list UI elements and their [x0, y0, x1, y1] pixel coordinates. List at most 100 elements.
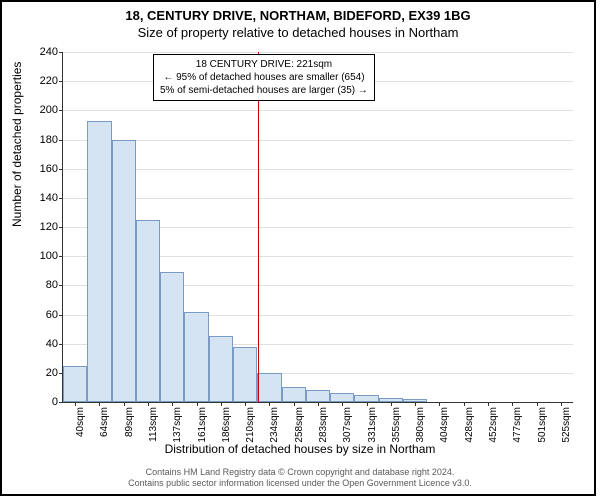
ytick-mark	[59, 344, 63, 345]
footer-line-2: Contains public sector information licen…	[2, 478, 598, 490]
gridline	[63, 198, 573, 199]
histogram-bar	[282, 387, 306, 402]
xtick-mark	[245, 402, 246, 406]
ytick-label: 160	[28, 163, 58, 175]
ytick-label: 0	[28, 396, 58, 408]
xtick-label: 161sqm	[197, 407, 208, 447]
xtick-mark	[367, 402, 368, 406]
xtick-label: 258sqm	[294, 407, 305, 447]
xtick-mark	[75, 402, 76, 406]
reference-line	[258, 52, 259, 402]
histogram-bar	[257, 373, 281, 402]
ytick-mark	[59, 81, 63, 82]
xtick-mark	[342, 402, 343, 406]
xtick-label: 210sqm	[245, 407, 256, 447]
xtick-mark	[197, 402, 198, 406]
ytick-mark	[59, 198, 63, 199]
ytick-label: 120	[28, 221, 58, 233]
histogram-bar	[330, 393, 354, 402]
ytick-mark	[59, 110, 63, 111]
chart-title-sub: Size of property relative to detached ho…	[2, 25, 594, 40]
xtick-mark	[172, 402, 173, 406]
xtick-label: 404sqm	[439, 407, 450, 447]
chart-area: 02040608010012014016018020022024040sqm64…	[62, 52, 572, 402]
ytick-mark	[59, 402, 63, 403]
ytick-mark	[59, 169, 63, 170]
xtick-mark	[488, 402, 489, 406]
histogram-bar	[136, 220, 160, 402]
xtick-label: 307sqm	[342, 407, 353, 447]
ytick-mark	[59, 315, 63, 316]
ytick-label: 100	[28, 250, 58, 262]
gridline	[63, 140, 573, 141]
ytick-label: 220	[28, 75, 58, 87]
xtick-label: 331sqm	[367, 407, 378, 447]
xtick-label: 137sqm	[172, 407, 183, 447]
histogram-bar	[354, 395, 378, 402]
plot-region: 02040608010012014016018020022024040sqm64…	[62, 52, 573, 403]
xtick-label: 64sqm	[99, 407, 110, 447]
xtick-mark	[439, 402, 440, 406]
xtick-mark	[221, 402, 222, 406]
annotation-box: 18 CENTURY DRIVE: 221sqm← 95% of detache…	[153, 54, 375, 101]
histogram-bar	[87, 121, 111, 402]
ytick-mark	[59, 256, 63, 257]
xtick-mark	[464, 402, 465, 406]
xtick-mark	[124, 402, 125, 406]
xtick-label: 477sqm	[512, 407, 523, 447]
annotation-line-1: 18 CENTURY DRIVE: 221sqm	[160, 58, 368, 71]
ytick-label: 200	[28, 104, 58, 116]
xtick-mark	[391, 402, 392, 406]
xtick-mark	[561, 402, 562, 406]
histogram-bar	[160, 272, 184, 402]
xtick-label: 452sqm	[488, 407, 499, 447]
xtick-label: 525sqm	[561, 407, 572, 447]
histogram-bar	[112, 140, 136, 403]
annotation-line-3: 5% of semi-detached houses are larger (3…	[160, 84, 368, 97]
histogram-bar	[63, 366, 87, 402]
xtick-label: 355sqm	[391, 407, 402, 447]
chart-container: 18, CENTURY DRIVE, NORTHAM, BIDEFORD, EX…	[0, 0, 596, 496]
xtick-mark	[294, 402, 295, 406]
y-axis-label: Number of detached properties	[10, 62, 24, 227]
ytick-label: 80	[28, 279, 58, 291]
x-axis-label: Distribution of detached houses by size …	[2, 442, 598, 456]
ytick-label: 40	[28, 338, 58, 350]
gridline	[63, 110, 573, 111]
histogram-bar	[306, 390, 330, 402]
ytick-mark	[59, 285, 63, 286]
xtick-mark	[99, 402, 100, 406]
ytick-mark	[59, 52, 63, 53]
ytick-label: 60	[28, 309, 58, 321]
ytick-mark	[59, 140, 63, 141]
footer-line-1: Contains HM Land Registry data © Crown c…	[2, 467, 598, 479]
xtick-label: 428sqm	[464, 407, 475, 447]
xtick-label: 113sqm	[148, 407, 159, 447]
xtick-label: 380sqm	[415, 407, 426, 447]
ytick-label: 20	[28, 367, 58, 379]
ytick-label: 180	[28, 134, 58, 146]
xtick-label: 234sqm	[269, 407, 280, 447]
xtick-label: 501sqm	[537, 407, 548, 447]
histogram-bar	[184, 312, 208, 402]
ytick-mark	[59, 227, 63, 228]
annotation-line-2: ← 95% of detached houses are smaller (65…	[160, 71, 368, 84]
histogram-bar	[209, 336, 233, 402]
histogram-bar	[233, 347, 257, 402]
xtick-mark	[512, 402, 513, 406]
xtick-mark	[415, 402, 416, 406]
gridline	[63, 52, 573, 53]
xtick-mark	[269, 402, 270, 406]
xtick-label: 283sqm	[318, 407, 329, 447]
ytick-label: 240	[28, 46, 58, 58]
xtick-label: 186sqm	[221, 407, 232, 447]
chart-footer: Contains HM Land Registry data © Crown c…	[2, 467, 598, 490]
xtick-label: 40sqm	[75, 407, 86, 447]
chart-title-main: 18, CENTURY DRIVE, NORTHAM, BIDEFORD, EX…	[2, 8, 594, 23]
xtick-label: 89sqm	[124, 407, 135, 447]
ytick-label: 140	[28, 192, 58, 204]
xtick-mark	[318, 402, 319, 406]
gridline	[63, 169, 573, 170]
xtick-mark	[148, 402, 149, 406]
xtick-mark	[537, 402, 538, 406]
